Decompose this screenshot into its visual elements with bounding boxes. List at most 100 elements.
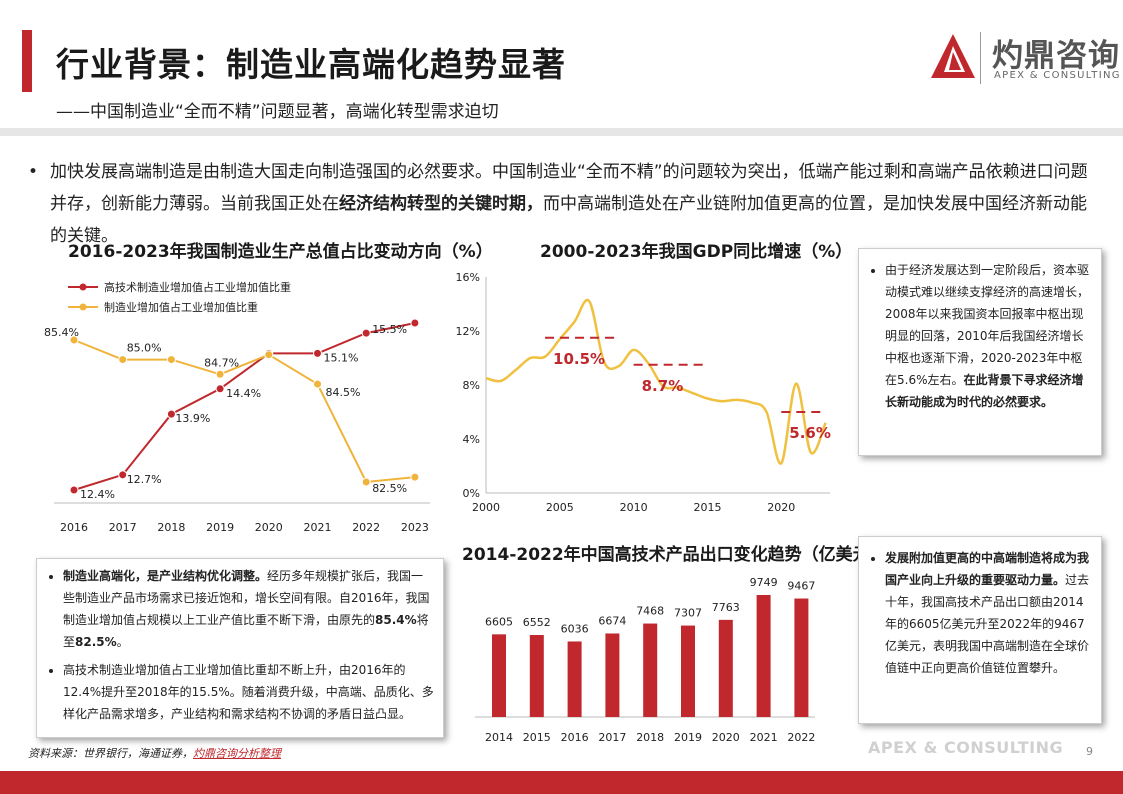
header-divider [0,128,1123,136]
chart1-x-tick: 2019 [206,521,234,534]
chart3-bar [567,641,582,717]
chart3-bar [681,625,695,717]
insight-box-export: 发展附加值更高的中高端制造将成为我国产业向上升级的重要驱动力量。过去十年，我国高… [858,536,1102,724]
chart1-point [118,470,128,480]
chart3-value-label: 7307 [674,607,702,620]
chart1-point [410,318,420,328]
box1-value-1: 85.4% [375,613,417,627]
logo-text: 灼鼎咨询 [992,38,1120,74]
insight-box-gdp: 由于经济发展达到一定阶段后，资本驱动模式难以继续支撑经济的高速增长，2008年以… [858,248,1102,456]
chart3-x-tick: 2018 [636,731,664,744]
chart1-legend-marker [79,303,87,311]
chart1-data-label: 85.4% [44,326,79,339]
chart1-point [215,384,225,394]
chart1-point [264,350,274,360]
chart2-title: 2000-2023年我国GDP同比增速（%） [540,242,853,262]
chart1-x-tick: 2023 [401,521,429,534]
chart2-gdp-line [485,298,827,465]
logo-subtext: APEX & CONSULTING [994,70,1121,81]
chart1-point [215,369,225,379]
chart1-x-tick: 2017 [109,521,137,534]
chart2-y-tick: 0% [463,487,480,500]
chart3-value-label: 6674 [598,614,626,627]
chart3-bar [529,635,544,717]
box1-text-b: 将至 [63,613,429,649]
chart1-data-label: 15.5% [372,323,407,336]
box3-bold: 发展附加值更高的中高端制造将成为我国产业向上升级的重要驱动力量。 [885,551,1090,587]
intro-text-bold: 经济结构转型的关键时期， [339,194,543,214]
chart1-point [313,379,322,389]
chart3-x-tick: 2022 [787,731,815,744]
chart2-median-label: 10.5% [553,350,605,368]
chart1-legend-label: 制造业增加值占工业增加值比重 [104,300,258,314]
source-text: 资料来源：世界银行，海通证券， [28,747,193,760]
chart1-point [361,477,371,487]
chart2-gdp-chart: 0% 4% 8% 12% 16% 2000 2005 2010 2015 2020 10.5% 8.7… [456,271,831,514]
chart3-bar [718,619,733,717]
chart3-x-tick: 2021 [750,731,778,744]
intro-paragraph: • 加快发展高端制造是由制造大国走向制造强国的必然要求。中国制造业“全而不精”的… [28,156,1098,252]
chart1-line-chart: 2016 2017 2018 2019 2020 2021 2022 2023 高技术制造业增加… [44,280,430,534]
chart2-x-tick: 2015 [693,501,721,514]
chart2-y-tick: 8% [463,379,480,392]
box2-text: 由于经济发展达到一定阶段后，资本驱动模式难以继续支撑经济的高速增长，2008年以… [885,263,1090,387]
page-title: 行业背景：制造业高端化趋势显著 [56,45,566,84]
box3-text: 过去十年，我国高技术产品出口额由2014年的6605亿美元升至2022年的946… [885,573,1090,675]
box2-bold: 在此背景下寻求经济增长新动能成为时代的必然要求。 [885,373,1084,409]
box1-value-2: 82.5% [75,635,117,649]
chart1-title: 2016-2023年我国制造业生产总值占比变动方向（%） [68,242,493,262]
chart2-x-tick: 2010 [620,501,648,514]
page-subtitle: ——中国制造业“全而不精”问题显著，高端化转型需求迫切 [56,102,499,122]
chart1-data-label: 12.4% [80,488,115,501]
insight-box-manufacturing: 制造业高端化，是产业结构优化调整。经历多年规模扩张后，我国一些制造业产品市场需求… [36,558,444,738]
chart3-x-tick: 2015 [523,731,551,744]
intro-text-b: 而中高端制造处在产业链附加值更高的位置，是加快发展中国经济新动能的关键。 [50,194,1087,246]
chart3-bar [605,633,620,717]
chart1-point [69,485,79,495]
chart1-x-tick: 2021 [304,521,332,534]
page-number: 9 [1086,745,1093,758]
chart3-x-tick: 2019 [674,731,702,744]
chart1-data-label: 82.5% [372,482,407,495]
bullet-dot: • [28,162,39,182]
chart1-legend-marker [79,283,87,291]
chart3-value-label: 7763 [712,601,740,614]
chart3-title: 2014-2022年中国高技术产品出口变化趋势（亿美元） [462,545,887,565]
chart1-point [166,355,176,365]
chart3-bar [492,634,506,717]
chart3-value-label: 9749 [750,576,778,589]
chart3-bar-chart: 6605 2014 6552 2015 6036 2016 6674 2017 7468 2018… [475,576,815,744]
chart3-bar [756,595,771,717]
chart3-value-label: 6552 [523,616,551,629]
intro-text-a: 加快发展高端制造是由制造大国走向制造强国的必然要求。中国制造业“全而不精”的问题… [50,162,1088,214]
chart1-x-tick: 2018 [157,521,185,534]
chart3-value-label: 7468 [636,605,664,618]
source-link[interactable]: 灼鼎咨询分析整理 [193,747,281,760]
footer-brand: APEX & CONSULTING [868,738,1064,757]
chart1-series-line [73,322,416,491]
chart1-data-label: 12.7% [127,473,162,486]
box1-item-1: 制造业高端化，是产业结构优化调整。经历多年规模扩张后，我国一些制造业产品市场需求… [63,565,435,653]
chart1-data-label: 84.7% [204,356,239,369]
chart1-point [118,355,128,365]
chart3-bar [643,623,658,717]
chart1-data-label: 15.1% [324,351,359,364]
chart2-median-label: 5.6% [789,424,831,442]
box1-text-c: 。 [116,635,129,649]
chart1-x-tick: 2022 [352,521,380,534]
chart3-x-tick: 2017 [598,731,626,744]
chart1-data-label: 85.0% [127,342,162,355]
chart1-point [313,348,322,358]
chart1-data-label: 13.9% [175,412,210,425]
chart1-x-tick: 2016 [60,521,88,534]
title-accent-bar [22,30,32,92]
chart1-x-tick: 2020 [255,521,283,534]
box1-item-2: 高技术制造业增加值占工业增加值比重却不断上升，由2016年的12.4%提升至20… [63,659,435,725]
chart1-series-line [73,339,416,484]
chart1-data-label: 84.5% [326,386,361,399]
box1-text-a: 经历多年规模扩张后，我国一些制造业产品市场需求已接近饱和，增长空间有限。自201… [63,569,430,627]
box2-item-1: 由于经济发展达到一定阶段后，资本驱动模式难以继续支撑经济的高速增长，2008年以… [885,259,1093,413]
chart3-x-tick: 2020 [712,731,740,744]
chart2-median-label: 8.7% [642,377,684,395]
chart3-x-tick: 2016 [561,731,589,744]
